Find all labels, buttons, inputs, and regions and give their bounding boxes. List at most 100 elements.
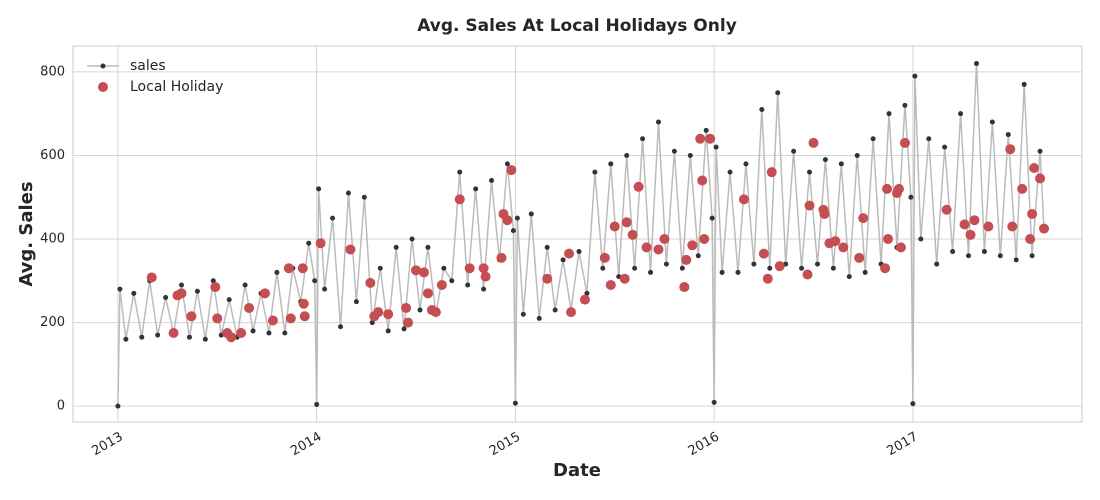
holiday-point	[506, 165, 517, 176]
chart-title: Avg. Sales At Local Holidays Only	[417, 16, 737, 36]
sales-point	[186, 334, 192, 340]
holiday-point	[633, 181, 644, 192]
sales-point	[1021, 81, 1027, 87]
sales-point	[353, 299, 359, 305]
sales-point	[767, 265, 773, 271]
sales-point	[369, 320, 375, 326]
holiday-point	[365, 277, 376, 288]
sales-point	[910, 401, 916, 407]
sales-point	[250, 328, 256, 334]
holiday-point	[1025, 234, 1036, 245]
sales-point	[655, 119, 661, 125]
sales-point	[510, 228, 516, 234]
sales-point	[727, 169, 733, 175]
holiday-point	[830, 236, 841, 247]
holiday-point	[619, 273, 630, 284]
holiday-point	[496, 252, 507, 263]
holiday-point	[695, 133, 706, 144]
holiday-point	[882, 183, 893, 194]
sales-point	[155, 332, 161, 338]
holiday-point	[858, 213, 869, 224]
sales-point	[115, 403, 121, 409]
holiday-point	[186, 311, 197, 322]
sales-point	[544, 244, 550, 250]
holiday-point	[609, 221, 620, 232]
holiday-point	[895, 242, 906, 253]
holiday-point	[699, 234, 710, 245]
sales-point	[854, 152, 860, 158]
sales-point	[830, 265, 836, 271]
sales-point	[695, 253, 701, 259]
holiday-point	[236, 328, 247, 339]
sales-point	[671, 148, 677, 154]
holiday-point	[244, 302, 255, 313]
sales-point	[912, 73, 918, 79]
holiday-point	[418, 267, 429, 278]
holiday-point	[502, 215, 513, 226]
sales-point	[514, 215, 520, 221]
sales-point	[735, 269, 741, 275]
holiday-point	[436, 279, 447, 290]
sales-point	[163, 295, 169, 301]
sales-point	[846, 274, 852, 280]
sales-point	[640, 136, 646, 142]
holiday-point	[422, 288, 433, 299]
holiday-point	[430, 307, 441, 318]
sales-point	[981, 249, 987, 255]
sales-point	[377, 265, 383, 271]
sales-point	[504, 161, 510, 167]
sales-point	[131, 290, 137, 296]
sales-point	[409, 236, 415, 242]
legend-label: Local Holiday	[130, 79, 223, 95]
sales-point	[441, 265, 447, 271]
holiday-point	[168, 328, 179, 339]
sales-point	[306, 240, 312, 246]
holiday-point	[758, 248, 769, 259]
sales-point	[751, 261, 757, 267]
y-tick-label: 0	[57, 399, 65, 414]
sales-point	[117, 286, 123, 292]
holiday-point	[283, 263, 294, 274]
sales-point	[361, 194, 367, 200]
holiday-point	[705, 133, 716, 144]
holiday-point	[883, 234, 894, 245]
sales-point	[711, 399, 717, 405]
sales-point	[822, 157, 828, 163]
sales-point	[457, 169, 463, 175]
sales-point	[576, 249, 582, 255]
holiday-point	[542, 273, 553, 284]
holiday-point	[965, 229, 976, 240]
sales-point	[520, 311, 526, 317]
holiday-point	[599, 252, 610, 263]
sales-point	[663, 261, 669, 267]
sales-point	[973, 61, 979, 67]
holiday-point	[1027, 208, 1038, 219]
sales-point	[799, 265, 805, 271]
holiday-point	[1035, 173, 1046, 184]
holiday-point	[401, 302, 412, 313]
sales-point	[703, 127, 709, 133]
sales-point	[322, 286, 328, 292]
holiday-point	[838, 242, 849, 253]
holiday-point	[627, 229, 638, 240]
sales-point	[330, 215, 336, 221]
holiday-point	[267, 315, 278, 326]
holiday-point	[480, 271, 491, 282]
holiday-point	[176, 288, 187, 299]
sales-point	[1029, 253, 1035, 259]
sales-point	[926, 136, 932, 142]
holiday-point	[297, 263, 308, 274]
holiday-point	[804, 200, 815, 211]
sales-point	[210, 278, 216, 284]
holiday-point	[210, 282, 221, 293]
sales-point	[274, 269, 280, 275]
holiday-point	[854, 252, 865, 263]
holiday-point	[959, 219, 970, 230]
holiday-point	[969, 215, 980, 226]
sales-point	[528, 211, 534, 217]
holiday-point	[880, 263, 891, 274]
legend-marker	[100, 63, 106, 69]
sales-point	[997, 253, 1003, 259]
holiday-point	[681, 254, 692, 265]
sales-point	[242, 282, 248, 288]
